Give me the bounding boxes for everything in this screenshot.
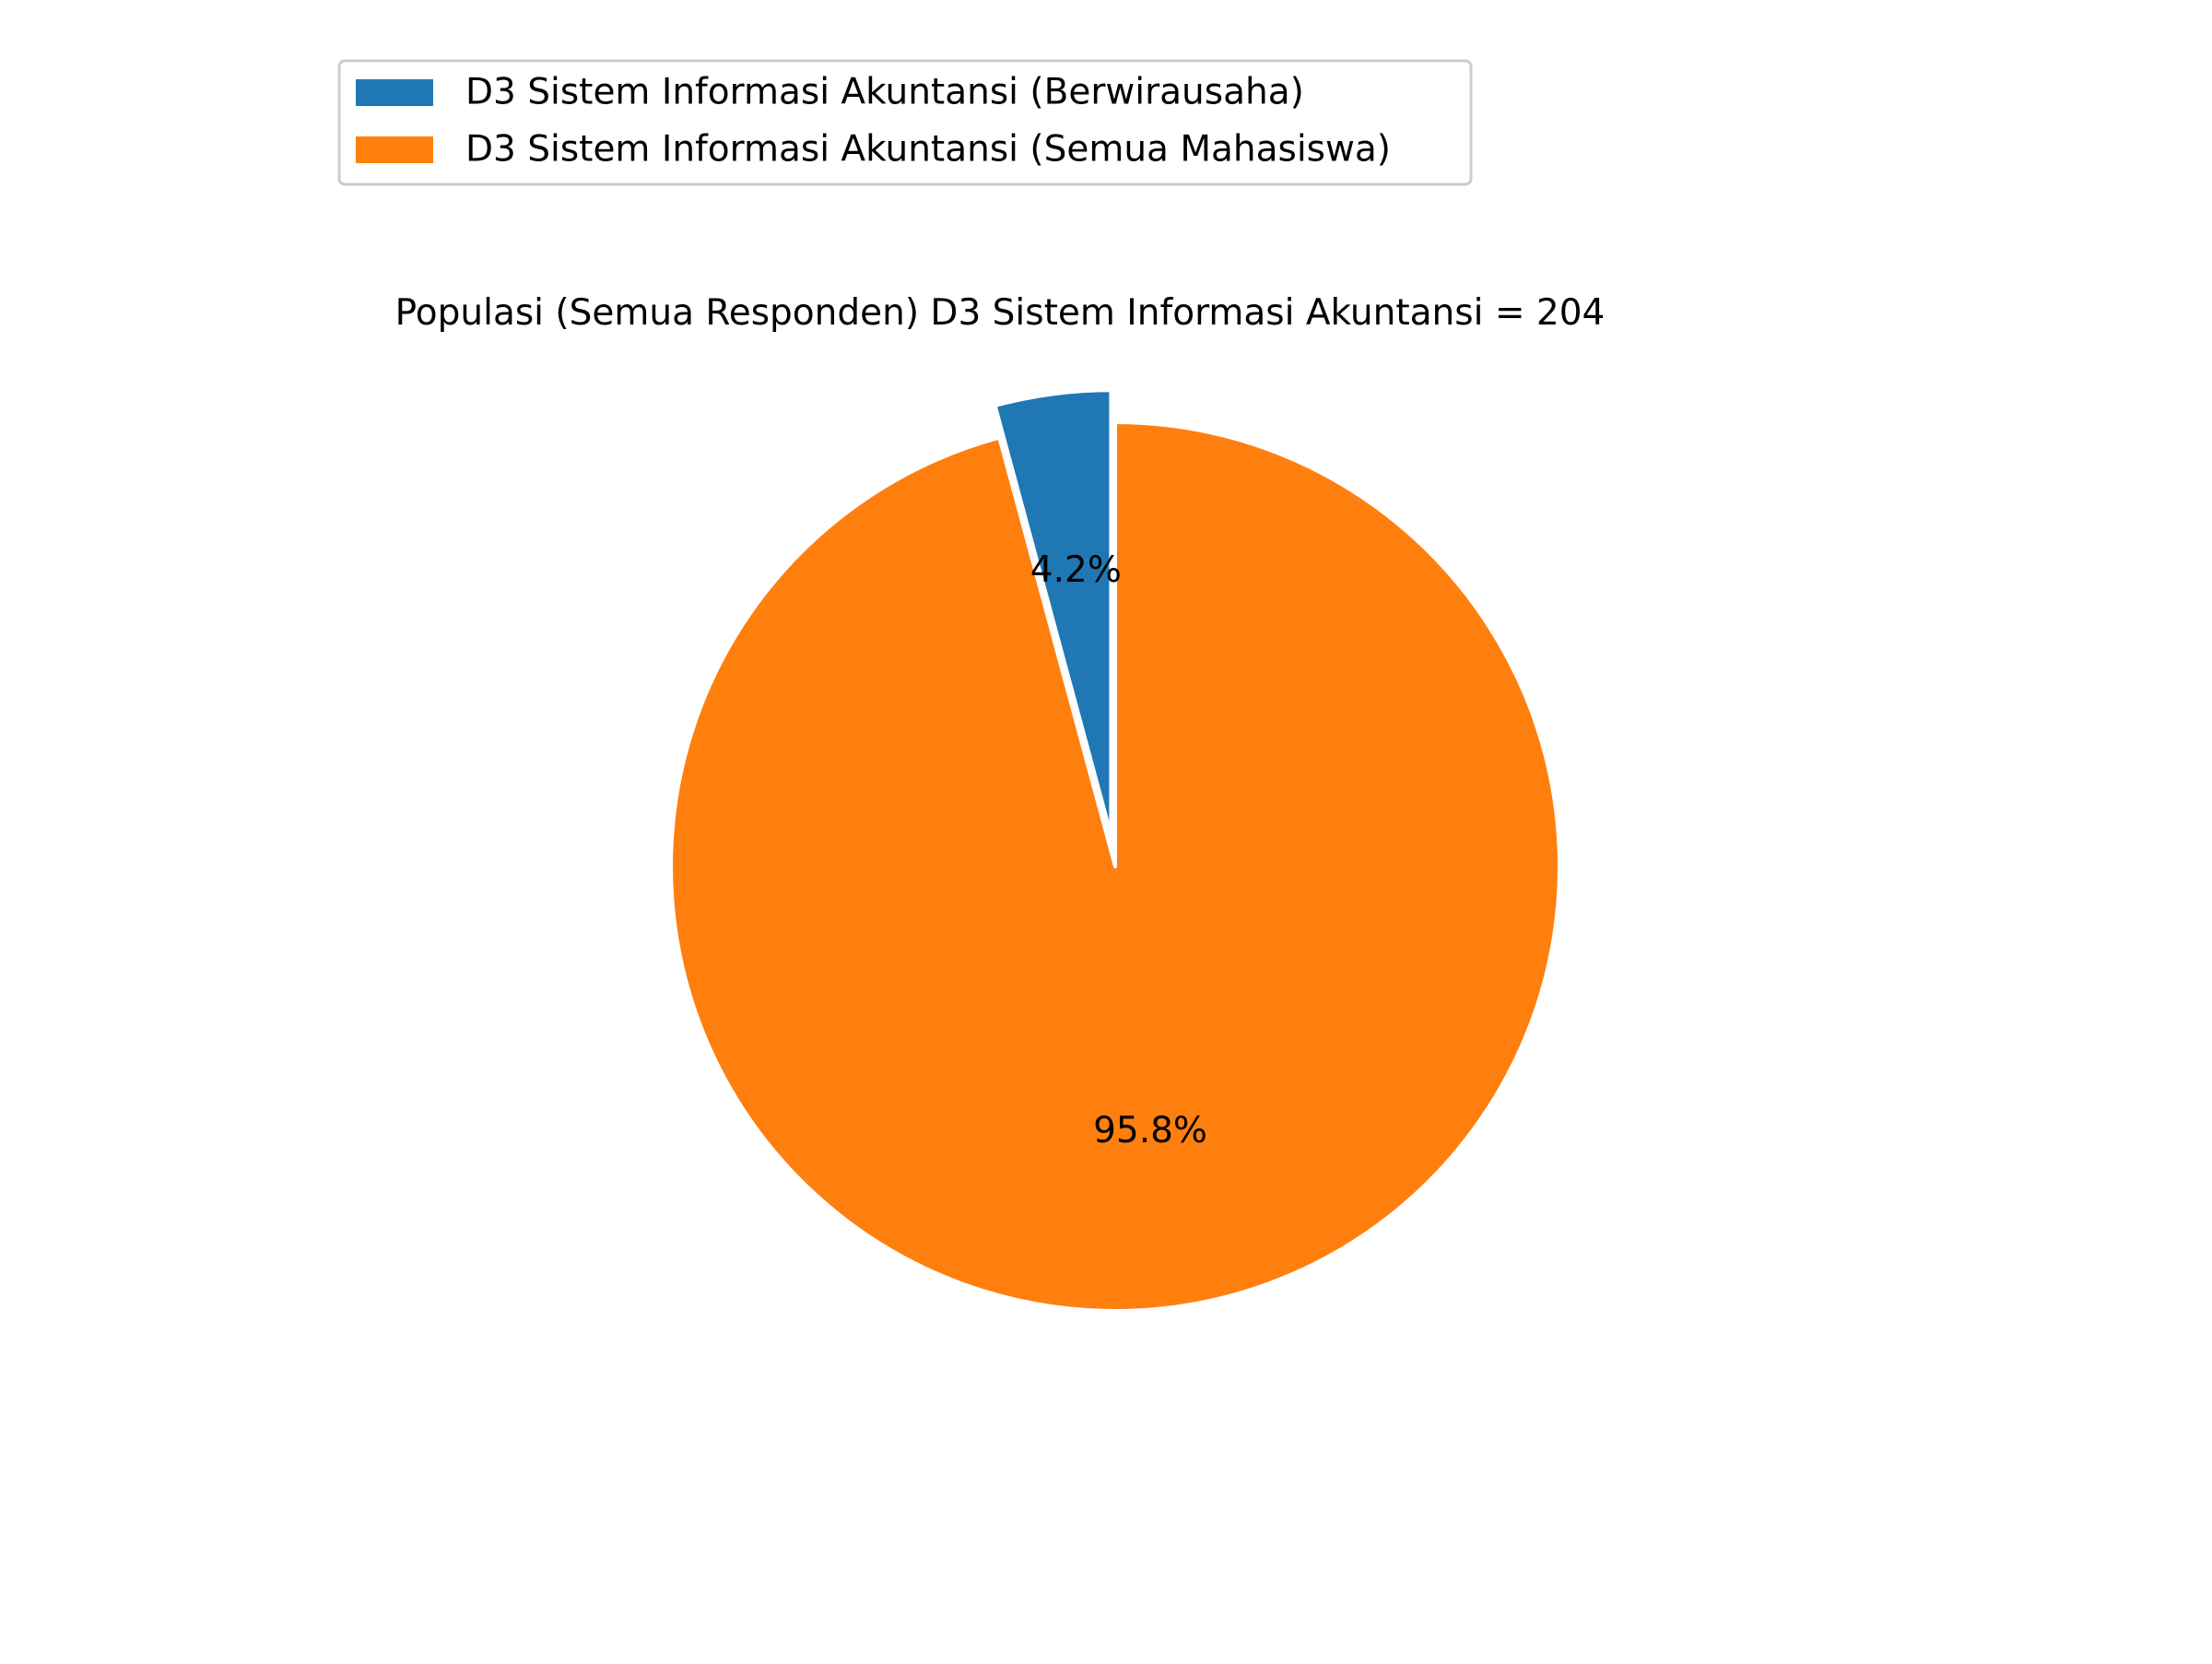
legend-swatch-1 [356,79,433,106]
pie-slice-labels: 4.2% 95.8% [1030,549,1207,1151]
legend: D3 Sistem Informasi Akuntansi (Berwiraus… [337,59,1473,186]
legend-label-1: D3 Sistem Informasi Akuntansi (Berwiraus… [465,72,1304,113]
legend-frame [337,59,1473,186]
chart-title: Populasi (Semua Responden) D3 Sistem Inf… [395,292,1606,334]
pie-slice-percent-label-2: 95.8% [1093,1110,1207,1151]
legend-swatch-2 [356,136,433,163]
pie-slices [669,388,1561,1313]
legend-label-2: D3 Sistem Informasi Akuntansi (Semua Mah… [465,129,1391,171]
pie-slice-2 [669,420,1561,1313]
pie-slice-1 [993,388,1113,837]
pie-slice-percent-label-1: 4.2% [1030,549,1122,591]
